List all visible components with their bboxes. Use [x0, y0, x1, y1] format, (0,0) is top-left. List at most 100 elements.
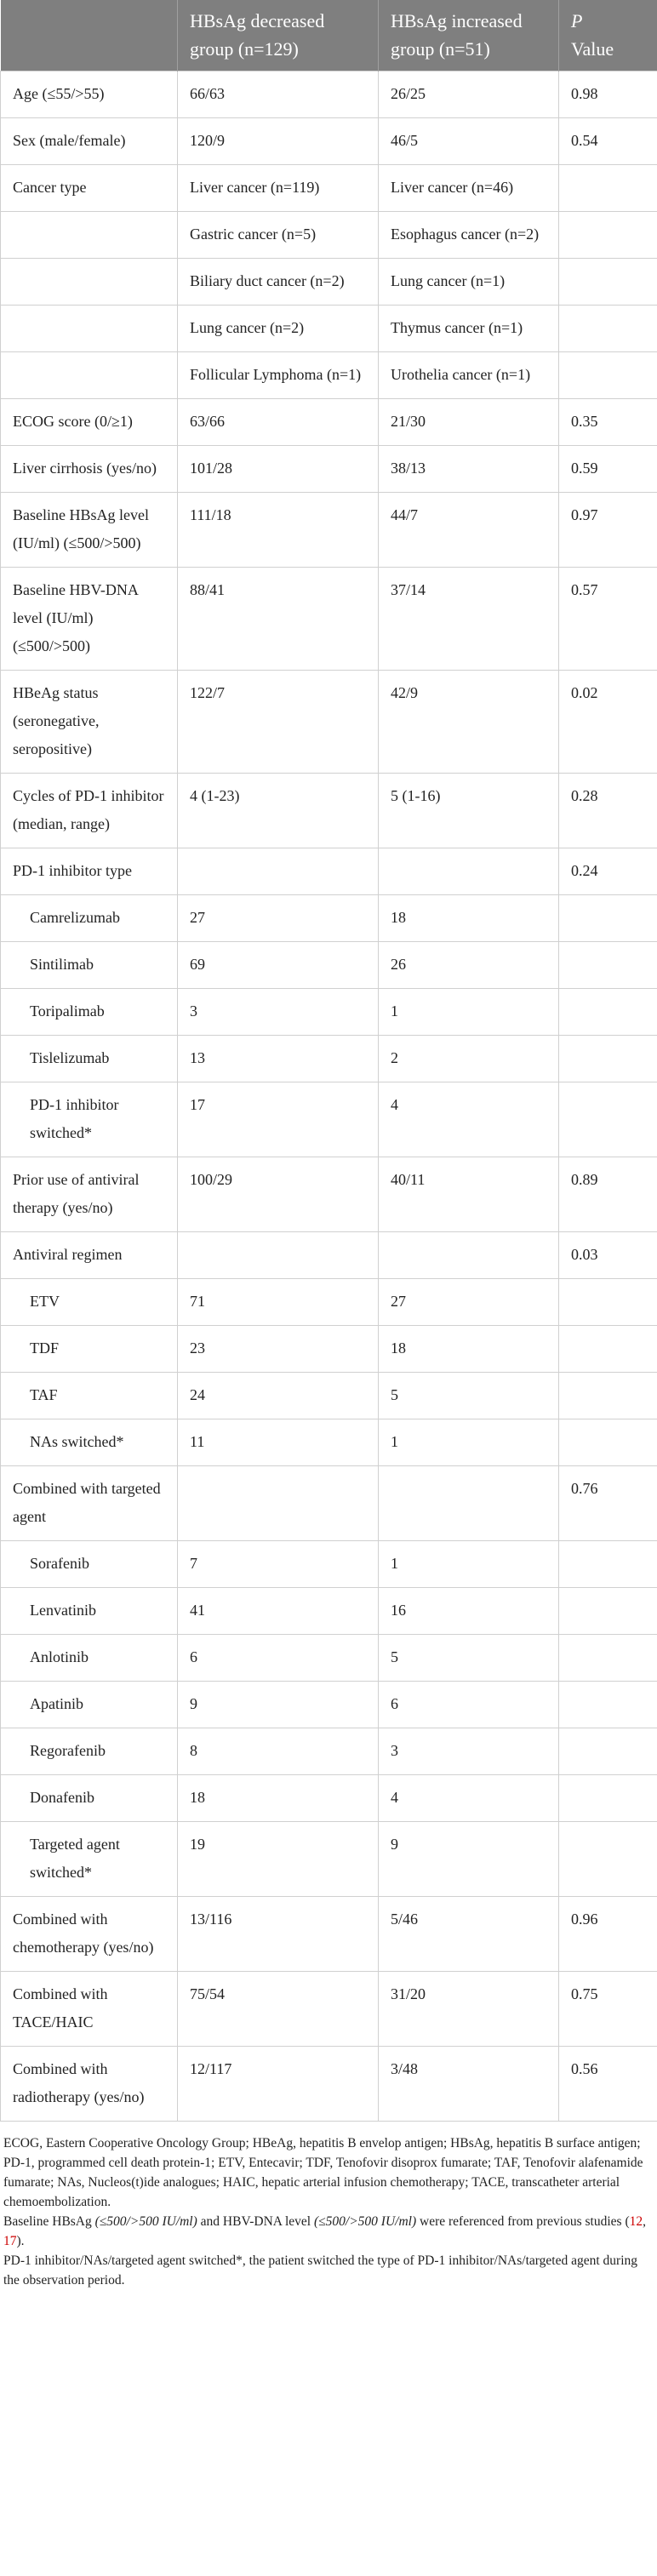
table-cell: Tislelizumab — [0, 1035, 178, 1082]
table-cell: PD-1 inhibitor type — [0, 848, 178, 895]
table-cell: 4 (1-23) — [177, 773, 379, 848]
table-row: Cycles of PD-1 inhibitor (median, range)… — [0, 773, 657, 848]
table-cell: 0.03 — [558, 1231, 657, 1279]
table-cell: ETV — [0, 1278, 178, 1326]
table-cell: 4 — [378, 1774, 559, 1822]
data-table: HBsAg decreased group (n=129) HBsAg incr… — [0, 0, 657, 2122]
table-cell: 46/5 — [378, 117, 559, 165]
table-cell: 12/117 — [177, 2046, 379, 2122]
table-row: Prior use of antiviral therapy (yes/no) 1… — [0, 1157, 657, 1232]
table-cell — [0, 258, 178, 306]
table-cell — [177, 1465, 379, 1541]
table-cell: Age (≤55/>55) — [0, 71, 178, 118]
table-cell: TDF — [0, 1325, 178, 1373]
table-cell: 88/41 — [177, 567, 379, 671]
reference-link[interactable]: 12 — [629, 2214, 643, 2229]
table-cell: Gastric cancer (n=5) — [177, 211, 379, 259]
table-row: TDF 23 18 — [0, 1325, 657, 1373]
table-cell: 42/9 — [378, 670, 559, 774]
table-cell — [558, 1372, 657, 1419]
table-cell — [558, 258, 657, 306]
table-cell: Liver cancer (n=46) — [378, 164, 559, 212]
table-cell: 0.96 — [558, 1896, 657, 1972]
table-cell — [558, 1035, 657, 1082]
table-cell: 37/14 — [378, 567, 559, 671]
table-cell: 41 — [177, 1587, 379, 1635]
table-cell: 5 — [378, 1372, 559, 1419]
table-cell: 5 — [378, 1634, 559, 1682]
table-row: Combined with targeted agent 0.76 — [0, 1465, 657, 1541]
table-cell: Biliary duct cancer (n=2) — [177, 258, 379, 306]
table-cell: 63/66 — [177, 398, 379, 446]
table-cell — [558, 1082, 657, 1157]
table-cell — [558, 211, 657, 259]
table-cell: 9 — [378, 1821, 559, 1897]
table-cell: 4 — [378, 1082, 559, 1157]
table-cell: 0.98 — [558, 71, 657, 118]
table-cell — [378, 848, 559, 895]
text: were referenced from previous studies ( — [416, 2214, 630, 2229]
table-cell: Lung cancer (n=1) — [378, 258, 559, 306]
table-row: HBeAg status (seronegative, seropositive… — [0, 670, 657, 774]
reference-link[interactable]: 17 — [3, 2234, 17, 2248]
table-cell: Lung cancer (n=2) — [177, 305, 379, 352]
table-cell — [558, 1728, 657, 1775]
text: and HBV-DNA level — [197, 2214, 314, 2229]
table-row: Baseline HBsAg level (IU/ml) (≤500/>500)… — [0, 492, 657, 568]
table-cell: 6 — [177, 1634, 379, 1682]
table-cell: Baseline HBsAg level (IU/ml) (≤500/>500) — [0, 492, 178, 568]
table-row: TAF 24 5 — [0, 1372, 657, 1419]
table-cell — [558, 305, 657, 352]
table-cell: NAs switched* — [0, 1419, 178, 1466]
table-cell: 0.75 — [558, 1971, 657, 2047]
table-cell: 8 — [177, 1728, 379, 1775]
table-cell: 0.57 — [558, 567, 657, 671]
table-cell: 18 — [177, 1774, 379, 1822]
table-cell: Targeted agent switched* — [0, 1821, 178, 1897]
table-cell: HBeAg status (seronegative, seropositive… — [0, 670, 178, 774]
table-row: ETV 71 27 — [0, 1278, 657, 1326]
table-cell: Liver cirrhosis (yes/no) — [0, 445, 178, 493]
table-row: PD-1 inhibitor switched* 17 4 — [0, 1082, 657, 1157]
table-cell: Combined with targeted agent — [0, 1465, 178, 1541]
table-cell — [558, 1325, 657, 1373]
table-cell: 0.89 — [558, 1157, 657, 1232]
table-cell: 1 — [378, 988, 559, 1036]
table-cell: Sex (male/female) — [0, 117, 178, 165]
table-cell: 0.35 — [558, 398, 657, 446]
table-cell — [558, 1540, 657, 1588]
table-row: Tislelizumab 13 2 — [0, 1035, 657, 1082]
table-cell — [378, 1231, 559, 1279]
table-cell: 0.56 — [558, 2046, 657, 2122]
table-row: Sex (male/female) 120/9 46/5 0.54 — [0, 117, 657, 165]
table-row: Combined with chemotherapy (yes/no) 13/11… — [0, 1896, 657, 1972]
table-cell: Follicular Lymphoma (n=1) — [177, 351, 379, 399]
table-cell: 31/20 — [378, 1971, 559, 2047]
table-cell: 101/28 — [177, 445, 379, 493]
table-cell: 27 — [378, 1278, 559, 1326]
table-row: NAs switched* 11 1 — [0, 1419, 657, 1466]
table-cell: 3 — [177, 988, 379, 1036]
table-cell: 75/54 — [177, 1971, 379, 2047]
table-row: Biliary duct cancer (n=2) Lung cancer (n=… — [0, 258, 657, 306]
table-cell: PD-1 inhibitor switched* — [0, 1082, 178, 1157]
table-cell: 17 — [177, 1082, 379, 1157]
header-cell: HBsAg decreased group (n=129) — [177, 0, 379, 71]
table-cell: 27 — [177, 894, 379, 942]
table-row: Combined with radiotherapy (yes/no) 12/11… — [0, 2046, 657, 2122]
text: (≤500/>500 IU/ml) — [313, 2214, 417, 2229]
table-row: Liver cirrhosis (yes/no) 101/28 38/13 0.59 — [0, 445, 657, 493]
table-row: Sorafenib 7 1 — [0, 1540, 657, 1588]
header-text: Value — [571, 38, 614, 60]
header-cell: HBsAg increased group (n=51) — [378, 0, 559, 71]
p-symbol: P — [571, 10, 583, 31]
table-cell: 26/25 — [378, 71, 559, 118]
table-cell — [558, 941, 657, 989]
table-cell: Sorafenib — [0, 1540, 178, 1588]
table-cell: 3/48 — [378, 2046, 559, 2122]
table-cell: Urothelia cancer (n=1) — [378, 351, 559, 399]
table-cell: 21/30 — [378, 398, 559, 446]
table-cell: Apatinib — [0, 1681, 178, 1728]
text: Baseline HBsAg — [3, 2214, 95, 2229]
